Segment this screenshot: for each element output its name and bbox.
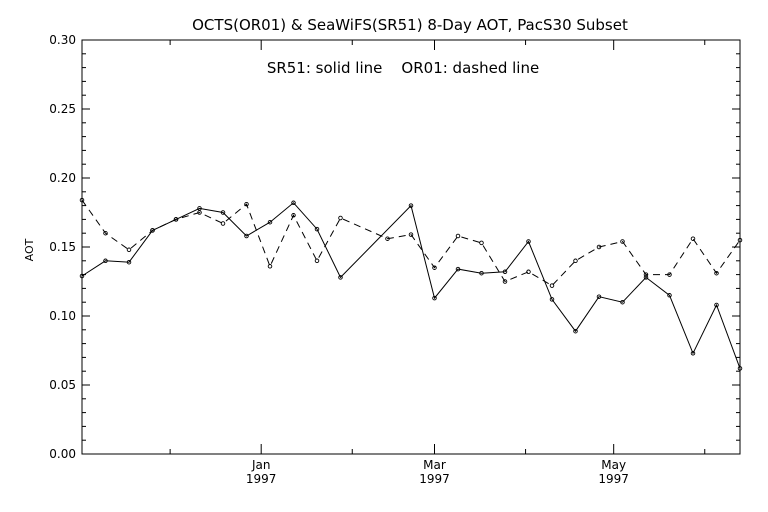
point-or01 bbox=[197, 210, 202, 215]
point-or01 bbox=[150, 228, 155, 233]
point-or01 bbox=[502, 279, 508, 284]
point-sr51 bbox=[79, 273, 85, 279]
point-or01 bbox=[667, 272, 672, 277]
x-tick-year: 1997 bbox=[598, 472, 629, 486]
point-or01 bbox=[596, 244, 602, 250]
point-sr51 bbox=[737, 366, 743, 371]
series-line-or01 bbox=[81, 199, 741, 287]
series-line-sr51 bbox=[81, 202, 741, 369]
point-sr51 bbox=[432, 295, 437, 301]
x-tick-year: 1997 bbox=[246, 472, 277, 486]
point-or01 bbox=[267, 264, 273, 269]
point-sr51 bbox=[126, 259, 132, 265]
point-or01 bbox=[432, 265, 437, 270]
point-or01 bbox=[479, 240, 484, 246]
point-sr51 bbox=[267, 219, 273, 225]
point-or01 bbox=[103, 230, 108, 236]
y-axis-label: AOT bbox=[23, 238, 36, 261]
point-or01 bbox=[549, 283, 555, 288]
x-tick-month: May bbox=[601, 458, 626, 472]
point-or01 bbox=[690, 236, 696, 241]
point-or01 bbox=[291, 213, 296, 218]
x-tick-year: 1997 bbox=[419, 472, 450, 486]
point-or01 bbox=[173, 217, 179, 222]
x-tick-month: Jan bbox=[251, 458, 271, 472]
point-sr51 bbox=[573, 328, 578, 334]
point-or01 bbox=[338, 215, 343, 221]
point-or01 bbox=[220, 221, 226, 226]
y-tick-label: 0.10 bbox=[49, 309, 76, 323]
point-or01 bbox=[385, 236, 390, 241]
point-or01 bbox=[408, 232, 414, 237]
point-or01 bbox=[643, 272, 649, 277]
point-sr51 bbox=[455, 266, 461, 272]
line-style-legend: SR51: solid line OR01: dashed line bbox=[267, 59, 539, 77]
x-tick-month: Mar bbox=[423, 458, 446, 472]
point-or01 bbox=[455, 233, 461, 239]
point-or01 bbox=[620, 239, 625, 244]
point-sr51 bbox=[338, 275, 343, 280]
point-or01 bbox=[737, 237, 743, 243]
point-sr51 bbox=[549, 297, 555, 302]
point-sr51 bbox=[103, 258, 108, 264]
point-sr51 bbox=[714, 302, 719, 308]
point-sr51 bbox=[667, 293, 672, 298]
point-sr51 bbox=[291, 200, 296, 206]
point-sr51 bbox=[244, 233, 249, 239]
point-or01 bbox=[244, 201, 249, 207]
point-or01 bbox=[126, 247, 132, 253]
point-sr51 bbox=[314, 226, 320, 232]
point-or01 bbox=[79, 197, 85, 203]
plot-frame bbox=[81, 39, 741, 455]
point-sr51 bbox=[502, 269, 508, 275]
point-sr51 bbox=[408, 203, 414, 208]
point-or01 bbox=[714, 270, 719, 276]
point-sr51 bbox=[643, 275, 649, 280]
point-sr51 bbox=[479, 270, 484, 276]
y-tick-label: 0.00 bbox=[49, 447, 76, 461]
y-tick-label: 0.05 bbox=[49, 378, 76, 392]
series-layer bbox=[79, 197, 743, 371]
y-axis-ticks: 0.00 0.05 0.10 0.15 0.20 0.25 0.30 bbox=[49, 33, 740, 461]
point-sr51 bbox=[620, 299, 625, 305]
point-or01 bbox=[314, 258, 320, 264]
y-tick-label: 0.15 bbox=[49, 240, 76, 254]
point-sr51 bbox=[526, 239, 531, 244]
y-tick-label: 0.30 bbox=[49, 33, 76, 47]
point-sr51 bbox=[596, 294, 602, 299]
point-or01 bbox=[573, 258, 578, 264]
point-sr51 bbox=[220, 210, 226, 215]
point-sr51 bbox=[197, 206, 202, 211]
chart-title: OCTS(OR01) & SeaWiFS(SR51) 8-Day AOT, Pa… bbox=[192, 16, 628, 34]
point-sr51 bbox=[690, 351, 696, 356]
y-tick-label: 0.25 bbox=[49, 102, 76, 116]
point-or01 bbox=[526, 269, 531, 275]
y-tick-label: 0.20 bbox=[49, 171, 76, 185]
